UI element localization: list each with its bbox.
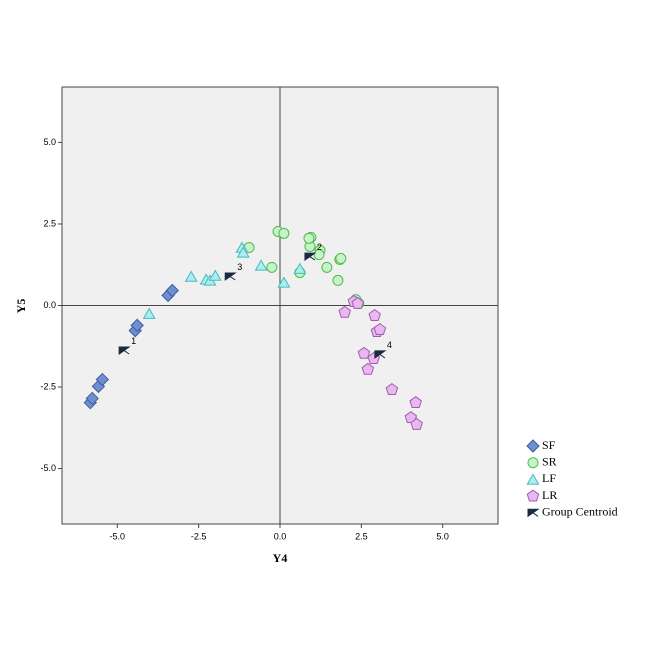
legend-marker bbox=[527, 508, 540, 518]
point bbox=[368, 308, 381, 321]
legend-marker bbox=[527, 457, 539, 469]
point bbox=[351, 296, 365, 309]
x-tick-label: 0.0 bbox=[274, 531, 287, 541]
point bbox=[357, 346, 371, 359]
x-axis-label: Y4 bbox=[273, 551, 288, 565]
point bbox=[254, 259, 268, 271]
point bbox=[142, 307, 156, 319]
point bbox=[332, 274, 344, 286]
point bbox=[293, 262, 307, 274]
x-tick-label: -5.0 bbox=[110, 531, 126, 541]
point bbox=[165, 283, 180, 298]
point bbox=[95, 372, 110, 387]
point bbox=[208, 269, 222, 281]
legend-label: LR bbox=[542, 488, 557, 502]
x-tick-label: -2.5 bbox=[191, 531, 207, 541]
point bbox=[373, 323, 387, 335]
point bbox=[385, 383, 399, 395]
point bbox=[130, 318, 144, 333]
point bbox=[374, 350, 387, 359]
legend-marker bbox=[526, 489, 540, 502]
point-label: 1 bbox=[131, 336, 136, 346]
point bbox=[361, 362, 375, 375]
legend-label: LF bbox=[542, 471, 556, 485]
y-tick-label: 0.0 bbox=[43, 300, 56, 310]
point bbox=[304, 252, 317, 262]
legend-label: SF bbox=[542, 438, 556, 452]
x-tick-label: 5.0 bbox=[436, 531, 449, 541]
point bbox=[277, 276, 291, 288]
point bbox=[409, 396, 422, 409]
y-tick-label: -2.5 bbox=[40, 381, 56, 391]
y-tick-label: 2.5 bbox=[43, 218, 56, 228]
y-axis-label: Y5 bbox=[14, 299, 28, 314]
legend-marker bbox=[526, 473, 540, 485]
legend-label: SR bbox=[542, 454, 557, 468]
point bbox=[335, 253, 347, 265]
point bbox=[338, 305, 352, 318]
y-tick-label: -5.0 bbox=[40, 463, 56, 473]
point bbox=[266, 261, 278, 273]
point bbox=[278, 227, 290, 239]
point-label: 3 bbox=[237, 262, 242, 272]
point-label: 4 bbox=[387, 340, 392, 350]
point bbox=[224, 272, 237, 281]
legend-label: Group Centroid bbox=[542, 505, 618, 519]
x-tick-label: 2.5 bbox=[355, 531, 368, 541]
point bbox=[313, 249, 325, 261]
point-label: 2 bbox=[317, 242, 322, 252]
point bbox=[321, 261, 333, 273]
legend-marker bbox=[526, 439, 540, 453]
point bbox=[303, 232, 315, 244]
point bbox=[236, 246, 250, 258]
point bbox=[118, 346, 131, 355]
point bbox=[410, 417, 423, 430]
point bbox=[184, 270, 198, 282]
y-tick-label: 5.0 bbox=[43, 137, 56, 147]
point bbox=[85, 391, 99, 406]
